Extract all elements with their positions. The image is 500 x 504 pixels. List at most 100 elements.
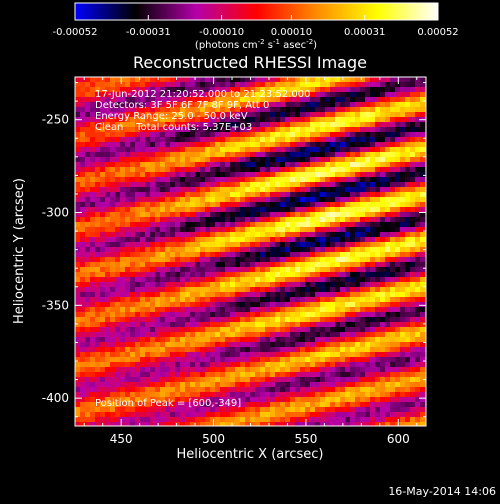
heatmap-cell — [340, 342, 345, 347]
heatmap-cell — [100, 162, 105, 167]
heatmap-cell — [235, 422, 240, 427]
heatmap-cell — [125, 362, 130, 367]
heatmap-cell — [270, 127, 275, 132]
heatmap-cell — [175, 357, 180, 362]
heatmap-cell — [110, 312, 115, 317]
heatmap-cell — [335, 312, 340, 317]
heatmap-cell — [290, 182, 295, 187]
heatmap-cell — [380, 162, 385, 167]
heatmap-cell — [350, 347, 355, 352]
heatmap-cell — [225, 347, 230, 352]
heatmap-cell — [245, 407, 250, 412]
heatmap-cell — [300, 287, 305, 292]
heatmap-cell — [255, 392, 260, 397]
heatmap-cell — [295, 182, 300, 187]
heatmap-cell — [235, 142, 240, 147]
heatmap-cell — [415, 252, 420, 257]
heatmap-cell — [315, 187, 320, 192]
heatmap-cell — [155, 312, 160, 317]
heatmap-cell — [410, 407, 415, 412]
heatmap-cell — [275, 167, 280, 172]
heatmap-cell — [315, 142, 320, 147]
heatmap-cell — [90, 282, 95, 287]
heatmap-cell — [125, 222, 130, 227]
heatmap-cell — [85, 172, 90, 177]
heatmap-cell — [280, 402, 285, 407]
heatmap-cell — [290, 287, 295, 292]
heatmap-cell — [205, 217, 210, 222]
heatmap-cell — [345, 317, 350, 322]
heatmap-cell — [390, 152, 395, 157]
heatmap-cell — [245, 182, 250, 187]
heatmap-cell — [420, 207, 425, 212]
heatmap-cell — [410, 392, 415, 397]
heatmap-cell — [345, 202, 350, 207]
heatmap-cell — [85, 77, 90, 82]
heatmap-cell — [155, 147, 160, 152]
heatmap-cell — [325, 127, 330, 132]
heatmap-cell — [80, 247, 85, 252]
heatmap-cell — [250, 197, 255, 202]
heatmap-cell — [85, 372, 90, 377]
heatmap-cell — [330, 257, 335, 262]
heatmap-cell — [140, 287, 145, 292]
heatmap-cell — [230, 377, 235, 382]
heatmap-cell — [95, 417, 100, 422]
heatmap-cell — [315, 97, 320, 102]
heatmap-cell — [320, 202, 325, 207]
heatmap-cell — [165, 212, 170, 217]
heatmap-cell — [285, 362, 290, 367]
heatmap-cell — [135, 252, 140, 257]
heatmap-cell — [400, 152, 405, 157]
heatmap-cell — [190, 392, 195, 397]
heatmap-cell — [265, 262, 270, 267]
heatmap-cell — [305, 262, 310, 267]
heatmap-cell — [400, 417, 405, 422]
heatmap-cell — [195, 192, 200, 197]
heatmap-cell — [175, 417, 180, 422]
heatmap-cell — [285, 302, 290, 307]
heatmap-cell — [230, 372, 235, 377]
heatmap-cell — [385, 82, 390, 87]
heatmap-cell — [255, 292, 260, 297]
heatmap-cell — [420, 272, 425, 277]
heatmap-cell — [285, 332, 290, 337]
heatmap-cell — [380, 337, 385, 342]
heatmap-cell — [175, 247, 180, 252]
heatmap-cell — [320, 307, 325, 312]
heatmap-cell — [285, 127, 290, 132]
heatmap-cell — [370, 212, 375, 217]
heatmap-cell — [415, 372, 420, 377]
heatmap-cell — [155, 237, 160, 242]
heatmap-cell — [155, 267, 160, 272]
heatmap-cell — [115, 267, 120, 272]
heatmap-cell — [390, 382, 395, 387]
heatmap-cell — [85, 92, 90, 97]
heatmap-cell — [195, 332, 200, 337]
heatmap-cell — [275, 197, 280, 202]
heatmap-cell — [220, 352, 225, 357]
heatmap-cell — [320, 237, 325, 242]
heatmap-cell — [145, 377, 150, 382]
heatmap-cell — [325, 387, 330, 392]
heatmap-cell — [160, 357, 165, 362]
heatmap-cell — [155, 152, 160, 157]
heatmap-cell — [300, 297, 305, 302]
heatmap-cell — [385, 202, 390, 207]
heatmap-cell — [75, 392, 80, 397]
heatmap-cell — [285, 277, 290, 282]
heatmap-cell — [375, 357, 380, 362]
heatmap-cell — [270, 252, 275, 257]
heatmap-cell — [265, 402, 270, 407]
heatmap-cell — [360, 227, 365, 232]
heatmap-cell — [240, 297, 245, 302]
heatmap-cell — [215, 197, 220, 202]
heatmap-cell — [220, 362, 225, 367]
heatmap-cell — [380, 267, 385, 272]
heatmap-cell — [420, 242, 425, 247]
heatmap-cell — [230, 277, 235, 282]
heatmap-cell — [265, 292, 270, 297]
heatmap-cell — [150, 217, 155, 222]
heatmap-cell — [295, 227, 300, 232]
heatmap-cell — [305, 212, 310, 217]
